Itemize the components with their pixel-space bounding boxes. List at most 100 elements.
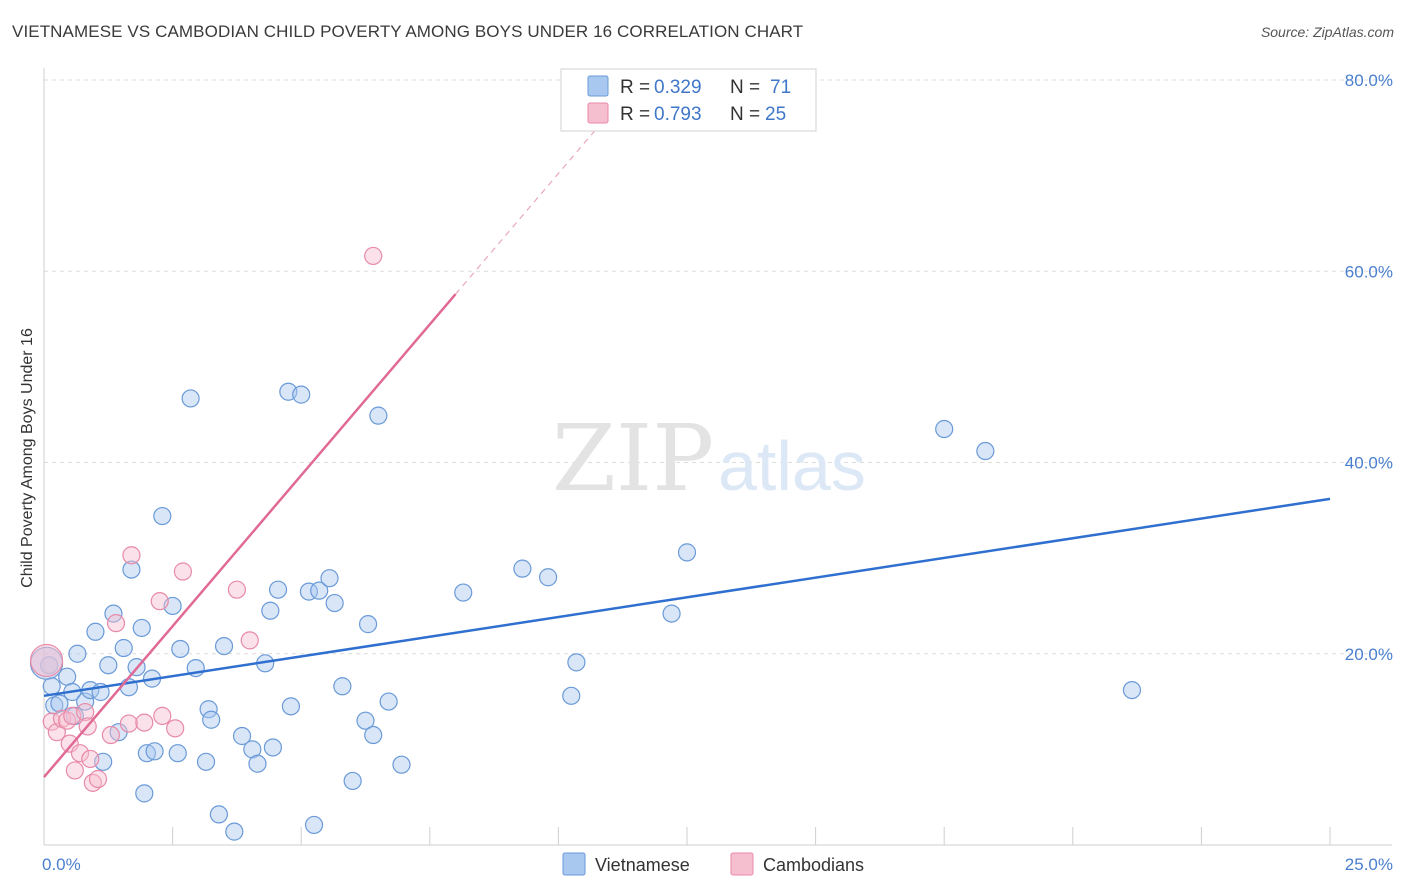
cambodian-point-22: [173, 562, 192, 581]
y-tick-label-0: 20.0%: [1345, 645, 1393, 664]
cambodian-point-14: [101, 725, 120, 745]
y-tick-label-1: 40.0%: [1345, 454, 1393, 473]
vietnamese-point-31: [196, 752, 216, 771]
vietnamese-point-7: [68, 644, 87, 663]
vietnamese-point-3: [50, 694, 69, 713]
vietnamese-point-39: [248, 754, 267, 773]
cambodian-point-0: [29, 643, 64, 678]
vietnamese-point-62: [539, 568, 558, 587]
chart-source: Source: ZipAtlas.com: [1260, 24, 1394, 40]
x-tick-label-0: 0.0%: [42, 855, 81, 874]
vietnamese-point-45: [281, 697, 301, 716]
cambodian-point-9: [76, 702, 95, 722]
cambodian-point-25: [364, 246, 383, 266]
legend-r-value-1: 0.329: [654, 77, 702, 98]
vietnamese-point-67: [935, 419, 954, 439]
vietnamese-point-1: [42, 677, 61, 696]
cambodian-point-24: [240, 631, 259, 650]
legend-swatch-cambodian: [587, 102, 609, 124]
legend-n-value-1: 71: [770, 77, 791, 98]
vietnamese-point-59: [392, 755, 411, 774]
vietnamese-point-69: [1122, 680, 1142, 700]
vietnamese-point-55: [358, 615, 378, 634]
vietnamese-point-56: [364, 725, 383, 745]
y-tick-labels: 20.0% 40.0% 60.0% 80.0%: [1345, 71, 1393, 664]
cambodian-trend-line: [43, 293, 457, 778]
cambodian-point-11: [81, 749, 100, 769]
vietnamese-point-8: [76, 692, 95, 711]
cambodian-point-2: [47, 723, 66, 742]
vietnamese-point-16: [114, 638, 133, 658]
chart-title: VIETNAMESE VS CAMBODIAN CHILD POVERTY AM…: [12, 22, 804, 41]
cambodian-points: [29, 246, 383, 792]
bottom-legend-label-cambodian: Cambodians: [763, 855, 864, 875]
gridlines: [44, 79, 1392, 655]
legend-r-value-2: 0.793: [654, 104, 702, 125]
legend-r-label-1: R =: [620, 77, 650, 98]
vietnamese-trend-line: [43, 497, 1331, 698]
cambodian-point-19: [150, 592, 169, 611]
cambodian-trend-extension: [455, 127, 598, 295]
cambodian-point-8: [70, 744, 90, 763]
vietnamese-point-63: [562, 686, 581, 705]
vietnamese-point-42: [263, 738, 283, 757]
vietnamese-point-58: [379, 692, 398, 711]
y-tick-label-2: 60.0%: [1345, 262, 1393, 281]
watermark-atlas: atlas: [718, 427, 866, 505]
y-tick-label-3: 80.0%: [1345, 71, 1393, 90]
axes: [43, 68, 1392, 846]
vietnamese-point-46: [292, 385, 311, 404]
vietnamese-point-61: [513, 559, 532, 578]
vietnamese-point-43: [268, 580, 288, 599]
vietnamese-point-28: [171, 639, 190, 659]
vietnamese-point-36: [225, 822, 244, 841]
vietnamese-point-54: [356, 711, 375, 730]
cambodian-point-13: [88, 769, 108, 789]
vietnamese-point-24: [145, 742, 164, 761]
vietnamese-point-20: [132, 618, 151, 638]
cambodian-point-17: [122, 546, 141, 565]
bottom-legend-swatch-cambodian: [730, 852, 754, 876]
vietnamese-point-66: [677, 543, 697, 562]
cambodian-point-23: [227, 580, 246, 599]
cambodian-point-20: [153, 706, 172, 726]
vietnamese-point-34: [209, 805, 228, 824]
vietnamese-point-27: [168, 744, 187, 763]
vietnamese-point-64: [567, 653, 586, 672]
vietnamese-point-21: [135, 784, 154, 803]
legend-n-value-2: 25: [765, 104, 786, 125]
x-tick-labels: 0.0% 25.0%: [42, 855, 1393, 874]
vietnamese-point-60: [454, 583, 473, 602]
vietnamese-point-13: [99, 656, 118, 675]
cambodian-point-7: [65, 761, 84, 780]
cambodian-point-16: [119, 714, 138, 733]
bottom-legend-swatch-vietnamese: [562, 852, 586, 876]
vietnamese-point-25: [153, 506, 172, 526]
watermark: ZIP atlas: [552, 405, 866, 512]
vietnamese-point-41: [261, 601, 280, 620]
vietnamese-point-48: [304, 815, 324, 835]
bottom-legend: Vietnamese Cambodians: [562, 852, 864, 876]
vietnamese-point-52: [333, 677, 352, 696]
legend-swatch-vietnamese: [587, 75, 609, 97]
trend-lines: [43, 127, 1331, 778]
bottom-legend-label-vietnamese: Vietnamese: [595, 855, 690, 875]
cambodian-point-1: [42, 712, 61, 731]
legend-n-label-1: N =: [730, 77, 760, 98]
vietnamese-point-49: [310, 581, 329, 600]
cambodian-point-21: [166, 719, 185, 738]
vietnamese-point-10: [86, 622, 105, 641]
vietnamese-point-50: [320, 569, 339, 588]
vietnamese-point-53: [343, 771, 362, 791]
vietnamese-point-32: [199, 700, 218, 719]
vietnamese-point-33: [202, 710, 221, 729]
vietnamese-points: [29, 382, 1142, 841]
vietnamese-point-57: [369, 406, 388, 425]
vietnamese-point-38: [243, 740, 262, 759]
cambodian-point-15: [106, 614, 126, 633]
vietnamese-point-18: [122, 560, 141, 579]
vietnamese-point-37: [232, 726, 252, 746]
legend-box: R = 0.329 N = 71 R = 0.793 N = 25: [560, 68, 817, 132]
vietnamese-point-29: [181, 389, 200, 408]
